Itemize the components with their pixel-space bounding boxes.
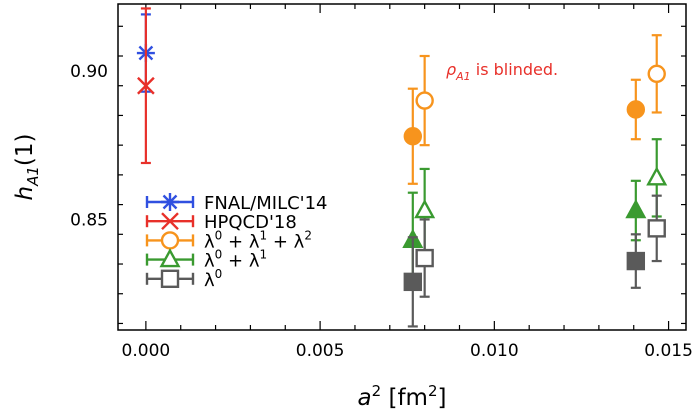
- data-point: [137, 7, 155, 165]
- y-axis-title: hA1(1): [12, 134, 42, 201]
- legend-label: λ0: [204, 267, 222, 291]
- x-tick-label: 0.015: [644, 341, 693, 361]
- point-marker: [646, 166, 668, 186]
- legend-marker: [160, 269, 180, 288]
- x-axis-title: a2 [fm2]: [358, 382, 447, 411]
- data-point: [626, 233, 646, 289]
- x-tick-label: 0.000: [122, 341, 171, 361]
- blinded-annotation: ρA1 is blinded.: [446, 60, 558, 83]
- x-tick-label: 0.005: [296, 341, 345, 361]
- legend-marker: [159, 248, 181, 268]
- legend-entry: λ0 + λ1 + λ2: [145, 228, 312, 252]
- legend-entry: HPQCD'18: [145, 212, 297, 233]
- legend-label: λ0 + λ1: [204, 248, 267, 272]
- data-point: [403, 236, 423, 328]
- data-points: [136, 7, 668, 328]
- point-marker: [415, 91, 434, 110]
- plot-area: [117, 3, 687, 331]
- point-marker: [647, 64, 666, 84]
- x-tick-label: 0.010: [470, 341, 519, 361]
- legend-label: HPQCD'18: [204, 212, 297, 233]
- legend-entry: λ0: [145, 267, 222, 291]
- point-marker: [647, 219, 666, 238]
- point-marker: [626, 251, 646, 271]
- legend-marker: [161, 212, 179, 231]
- y-tick-label: 0.85: [70, 210, 108, 230]
- y-tick-label: 0.90: [70, 62, 108, 82]
- data-point: [626, 78, 646, 141]
- data-point: [647, 34, 666, 114]
- point-marker: [403, 272, 423, 292]
- point-marker: [403, 127, 423, 146]
- legend-marker: [160, 231, 180, 250]
- legend-label: λ0 + λ1 + λ2: [204, 228, 312, 252]
- legend-entry: FNAL/MILC'14: [145, 193, 328, 214]
- point-marker: [626, 100, 646, 119]
- data-point: [415, 54, 434, 147]
- data-point: [403, 87, 423, 185]
- data-point: [647, 194, 666, 263]
- data-point: [415, 218, 434, 298]
- point-marker: [137, 76, 155, 95]
- point-marker: [414, 199, 436, 219]
- data-point: [625, 179, 647, 242]
- point-marker: [415, 248, 434, 268]
- legend-label: FNAL/MILC'14: [204, 193, 328, 214]
- legend-entry: λ0 + λ1: [145, 248, 267, 272]
- axis-ticks: 0.000 0.005 0.010 0.015 0.85 0.90: [70, 4, 693, 361]
- point-marker: [625, 199, 647, 219]
- plot-frame: [117, 3, 687, 331]
- legend-marker: [161, 193, 179, 211]
